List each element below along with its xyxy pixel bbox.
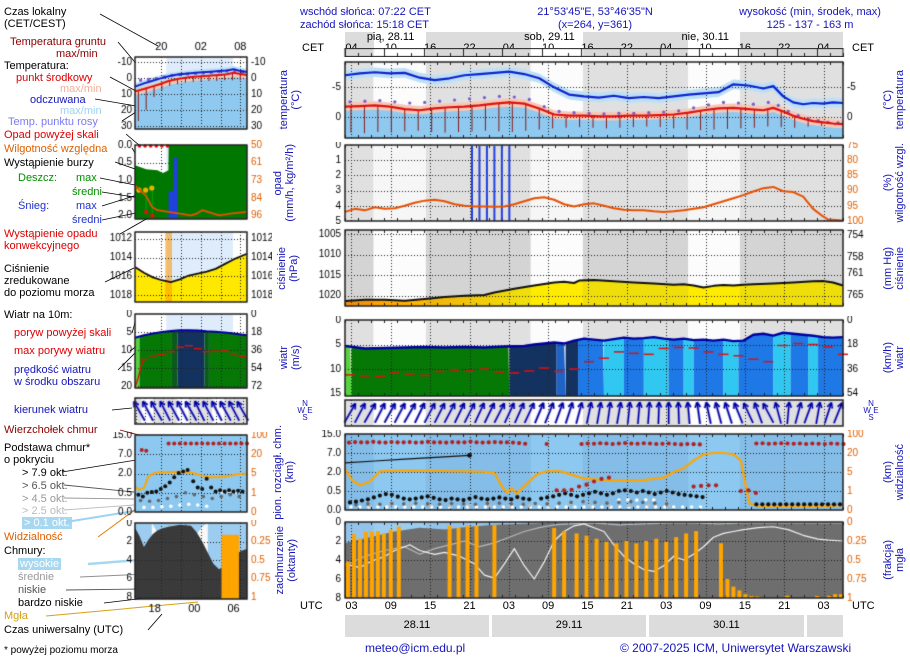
legend-pressure-2: zredukowane (4, 275, 70, 287)
day-label: pią, 28.11 (366, 31, 415, 43)
axis-title-temperature-left: temperatura (°C) (278, 70, 302, 130)
altitude-label: wysokość (min, środek, max) (739, 6, 881, 18)
date-band (649, 615, 804, 637)
legend-precip-over-scale: Opad powyżej skali (4, 129, 99, 141)
day-label: sob, 29.11 (524, 31, 575, 43)
legend-local-time-2: (CET/CEST) (4, 18, 66, 30)
cloudiness-fog-chart (294, 516, 890, 604)
legend-clouds-verylow: bardzo niskie (18, 597, 83, 609)
mini-clouds-chart (96, 432, 272, 516)
axis-title-humidity-right: (%) wilgotność wzgl. (882, 143, 906, 223)
legend-wind-speed-1: prędkość wiatru (14, 364, 92, 376)
mini-temperature-chart (96, 36, 272, 136)
axis-title-visibility-right: (km) widzialność (882, 443, 906, 501)
legend-local-time-1: Czas lokalny (4, 6, 67, 18)
compass-rose-right: N W E S (863, 399, 879, 422)
axis-title-clouds-left: pion. rozciągł. chm. (km) (272, 424, 296, 520)
legend-conv-precip-2: konwekcyjnego (4, 240, 80, 252)
legend-rain: Deszcz: (18, 172, 58, 184)
contact-email-link[interactable]: meteo@icm.edu.pl (365, 641, 466, 655)
legend-clouds: Chmury: (4, 545, 46, 557)
precip-humidity-chart (294, 142, 890, 224)
legend-clouds-mid: średnie (18, 571, 55, 583)
legend-footnote: * powyżej poziomu morza (4, 645, 118, 656)
axis-title-cloudiness-left: zachmurzenie (oktanty) (274, 525, 298, 595)
legend-clouds-high: wysokie (18, 558, 62, 570)
time-ruler (294, 48, 890, 57)
legend-temp-mid: punkt środkowy (16, 72, 93, 84)
date-label: 28.11 (403, 619, 431, 631)
legend-gust-over-scale: poryw powyżej skali (14, 327, 112, 339)
legend-wind-dir: kierunek wiatru (14, 404, 88, 416)
axis-title-precip-left: opad (mm/h, kg/m²/h) (272, 144, 296, 222)
legend-okt79: > 7.9 okt. (22, 467, 68, 479)
day-label: nie, 30.11 (681, 31, 730, 43)
wind-direction-chart (294, 398, 890, 428)
axis-title-fog-right: (frakcja) mgła (882, 540, 906, 580)
legend-clouds-low: niskie (18, 584, 47, 596)
pressure-chart (294, 226, 890, 310)
legend-wind-speed-2: w środku obszaru (14, 376, 101, 388)
mini-precip-chart (96, 140, 272, 224)
legend-cloud-base-2: o pokryciu (4, 454, 55, 466)
legend-okt25: > 2.5 okt. (22, 505, 68, 517)
legend-snow: Śnieg: (18, 200, 50, 212)
axis-title-pressure-right: (mm Hg) ciśnienie (882, 246, 906, 290)
mini-cloudiness-chart (96, 520, 272, 616)
legend-okt65: > 6.5 okt. (22, 480, 68, 492)
date-label: 30.11 (713, 619, 740, 631)
legend-utc-time: Czas uniwersalny (UTC) (4, 624, 124, 636)
legend-pressure-3: do poziomu morza (4, 287, 95, 299)
legend-cloud-base-1: Podstawa chmur* (4, 442, 91, 454)
axis-title-wind-left: wiatr (m/s) (278, 345, 302, 371)
legend-rain-max: max (76, 172, 97, 184)
legend-okt01: > 0.1 okt. (22, 517, 72, 529)
legend-feels-maxmin: max/min (60, 105, 102, 117)
date-band (491, 615, 647, 637)
altitude-value: 125 - 137 - 163 m (766, 19, 854, 31)
legend-pressure-1: Ciśnienie (4, 263, 50, 275)
coordinates-label: 21°53'45"E, 53°46'35"N (537, 6, 653, 18)
date-label: 29.11 (555, 619, 583, 631)
legend-humidity: Wilgotność względna (4, 143, 108, 155)
axis-title-temperature-right: (°C) temperatura (882, 70, 906, 130)
sunset-label: zachód słońca: 15:18 CET (300, 19, 430, 31)
legend-wind10: Wiatr na 10m: (4, 309, 73, 321)
legend-snow-max: max (76, 200, 97, 212)
legend-rain-avg: średni (72, 186, 102, 198)
legend-max-gusts: max porywy wiatru (14, 345, 106, 357)
axis-title-wind-right: (km/h) wiatr (882, 342, 906, 374)
legend-snow-avg: średni (72, 214, 102, 226)
temperature-chart (294, 58, 890, 142)
legend-cloud-top: Wierzchołek chmur (4, 424, 98, 436)
legend-temperature: Temperatura: (4, 60, 69, 72)
legend-storm: Wystąpienie burzy (4, 157, 94, 169)
legend-okt45: > 4.5 okt. (22, 493, 68, 505)
clouds-visibility-chart (294, 430, 890, 514)
legend-feels-like: odczuwana (30, 94, 86, 106)
legend-temp-maxmin: max/min (60, 83, 102, 95)
legend-dew-point: Temp. punktu rosy (8, 116, 98, 128)
axis-title-pressure-left: ciśnienie (hPa) (276, 246, 300, 290)
sunrise-label: wschód słońca: 07:22 CET (300, 6, 431, 18)
mini-pressure-chart (96, 228, 272, 306)
compass-rose-left: N W E S (297, 399, 313, 422)
date-band (345, 615, 489, 637)
grid-xy-label: (x=264, y=361) (558, 19, 632, 31)
date-band (806, 615, 843, 637)
legend-fog: Mgła (4, 610, 28, 622)
legend-ground-temp-sub: max/min (56, 48, 98, 60)
mini-wind-chart (96, 310, 272, 392)
mini-wind-direction-chart (96, 396, 272, 426)
legend-ground-temp: Temperatura gruntu (10, 36, 106, 48)
wind-chart (294, 316, 890, 400)
copyright-text: © 2007-2025 ICM, Uniwersytet Warszawski (620, 641, 852, 655)
legend-conv-precip-1: Wystąpienie opadu (4, 228, 98, 240)
legend-visibility: Widzialność (4, 531, 63, 543)
